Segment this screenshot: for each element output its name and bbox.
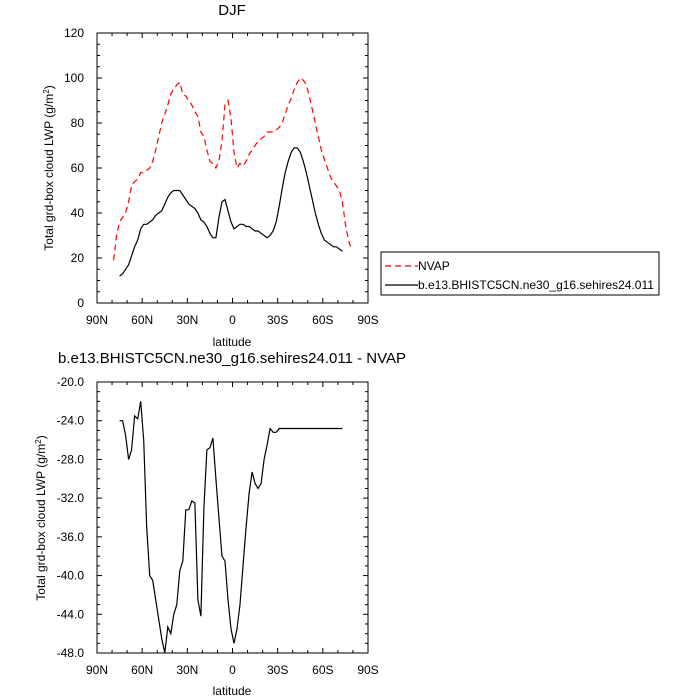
top-ytick-label-2: 40 bbox=[71, 206, 85, 220]
top-ytick-label-1: 20 bbox=[71, 251, 85, 265]
bottom-xtick-label-1: 60N bbox=[131, 663, 153, 677]
bottom-ytick-label-4: -32.0 bbox=[57, 491, 85, 505]
bottom-chart-ylabel: Total grd-box cloud LWP (g/m2) bbox=[34, 435, 49, 600]
top-xtick-label-4: 30S bbox=[267, 313, 288, 327]
top-ytick-label-4: 80 bbox=[71, 116, 85, 130]
bottom-series-line-0 bbox=[119, 401, 343, 654]
top-xtick-label-2: 30N bbox=[176, 313, 198, 327]
top-chart-legend: NVAP b.e13.BHISTC5CN.ne30_g16.sehires24.… bbox=[380, 251, 660, 296]
top-xtick-label-5: 60S bbox=[312, 313, 333, 327]
top-xtick-label-6: 90S bbox=[357, 313, 378, 327]
bottom-ytick-label-5: -28.0 bbox=[57, 452, 85, 466]
top-xtick-label-3: 0 bbox=[229, 313, 236, 327]
top-chart-xlabel: latitude bbox=[213, 335, 252, 349]
bottom-ytick-label-1: -44.0 bbox=[57, 607, 85, 621]
top-chart-title: DJF bbox=[218, 2, 246, 19]
bottom-xtick-label-3: 0 bbox=[229, 663, 236, 677]
bottom-chart: b.e13.BHISTC5CN.ne30_g16.sehires24.011 -… bbox=[34, 350, 406, 698]
bottom-chart-ticks: 90N 60N 30N 0 30S 60S 90S -48.0 -44.0 -40.0 -36.0 -… bbox=[57, 375, 379, 677]
bottom-ytick-label-0: -48.0 bbox=[57, 646, 85, 660]
bottom-ytick-label-7: -20.0 bbox=[57, 375, 85, 389]
bottom-xtick-label-6: 90S bbox=[357, 663, 378, 677]
bottom-xtick-label-2: 30N bbox=[176, 663, 198, 677]
top-xtick-label-0: 90N bbox=[86, 313, 108, 327]
legend-label-model: b.e13.BHISTC5CN.ne30_g16.sehires24.011 bbox=[418, 278, 654, 292]
bottom-ytick-label-6: -24.0 bbox=[57, 414, 85, 428]
bottom-xtick-label-0: 90N bbox=[86, 663, 108, 677]
top-ytick-label-6: 120 bbox=[64, 26, 84, 40]
top-series-line-0 bbox=[113, 77, 352, 261]
bottom-chart-frame bbox=[96, 381, 369, 654]
top-xtick-label-1: 60N bbox=[131, 313, 153, 327]
top-ytick-label-3: 60 bbox=[71, 161, 85, 175]
top-chart-ticks: 90N 60N 30N 0 30S 60S 90S 0 20 40 60 80 100 120 bbox=[64, 26, 379, 327]
bottom-chart-xlabel: latitude bbox=[213, 684, 252, 698]
bottom-ytick-label-3: -36.0 bbox=[57, 530, 85, 544]
bottom-chart-title: b.e13.BHISTC5CN.ne30_g16.sehires24.011 -… bbox=[58, 350, 406, 367]
top-ytick-label-0: 0 bbox=[77, 296, 84, 310]
legend-label-nvap: NVAP bbox=[418, 259, 450, 273]
top-chart: DJF 90N 60N 30N 0 30S 60S 90S 0 20 40 60 80 100 120 l… bbox=[42, 2, 379, 349]
legend-box bbox=[380, 251, 660, 296]
bottom-xtick-label-4: 30S bbox=[267, 663, 288, 677]
top-series-line-1 bbox=[119, 147, 343, 277]
top-chart-ylabel: Total grd-box cloud LWP (g/m2) bbox=[42, 85, 57, 250]
bottom-chart-series bbox=[119, 401, 343, 654]
bottom-xtick-label-5: 60S bbox=[312, 663, 333, 677]
bottom-ytick-label-2: -40.0 bbox=[57, 569, 85, 583]
top-chart-series bbox=[113, 77, 352, 277]
top-chart-frame bbox=[96, 32, 369, 304]
top-ytick-label-5: 100 bbox=[64, 71, 84, 85]
